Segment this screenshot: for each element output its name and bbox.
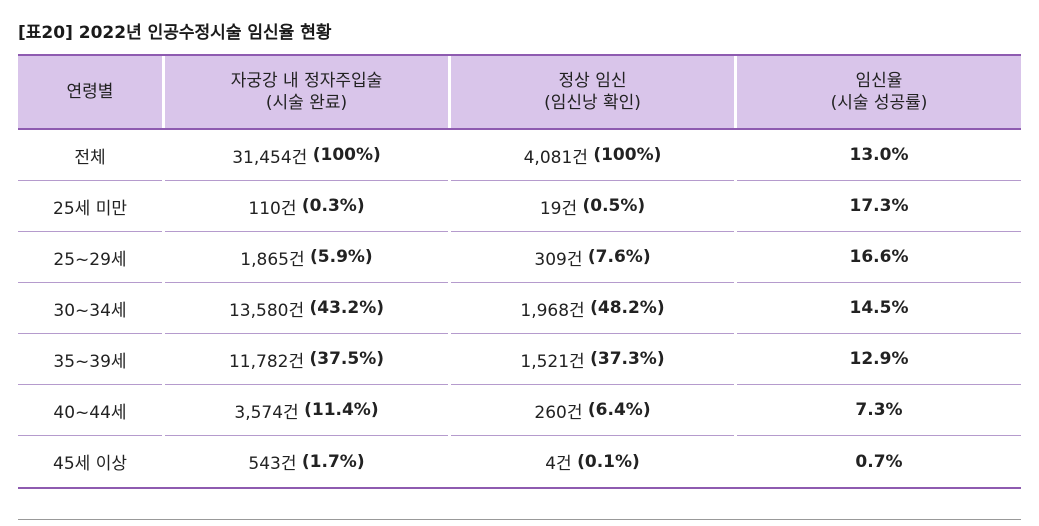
header-procedures: 자궁강 내 정자주입술 (시술 완료) (165, 56, 448, 128)
pregnancies-cell: 260건 (6.4%) (451, 385, 734, 436)
header-rate-sublabel: (시술 성공률) (830, 93, 928, 113)
pregnancies-cell: 1,521건 (37.3%) (451, 334, 734, 385)
procedures-count: 110건 (248, 198, 297, 219)
table-bottom-border (18, 487, 1021, 489)
pregnancies-percent: (0.1%) (577, 451, 640, 472)
header-procedures-sublabel: (시술 완료) (265, 93, 348, 113)
header-age: 연령별 (18, 56, 162, 128)
header-pregnancies-label: 정상 임신 (558, 71, 627, 91)
table-title: [표20] 2022년 인공수정시술 임신율 현황 (18, 23, 332, 43)
header-pregnancies: 정상 임신 (임신낭 확인) (451, 56, 734, 128)
table-row: 전체 31,454건 (100%) 4,081건 (100%) 13.0% (18, 130, 1021, 181)
pregnancies-percent: (6.4%) (587, 400, 651, 420)
header-rate-label: 임신율 (855, 71, 903, 91)
age-cell: 25세 미만 (18, 181, 162, 232)
procedures-count: 11,782건 (228, 351, 305, 372)
procedures-cell: 1,865건 (5.9%) (165, 232, 448, 283)
procedures-percent: (37.5%) (309, 349, 385, 369)
footer-divider (18, 519, 1021, 520)
table-row: 30~34세 13,580건 (43.2%) 1,968건 (48.2%) 14… (18, 283, 1021, 334)
procedures-percent: (5.9%) (310, 247, 373, 267)
table-row: 45세 이상 543건 (1.7%) 4건 (0.1%) 0.7% (18, 436, 1021, 487)
procedures-percent: (100%) (312, 145, 381, 165)
pregnancies-percent: (48.2%) (590, 298, 665, 318)
age-cell: 전체 (18, 130, 162, 181)
procedures-count: 3,574건 (234, 402, 299, 423)
rate-cell: 7.3% (737, 385, 1021, 436)
procedures-cell: 543건 (1.7%) (165, 436, 448, 487)
procedures-percent: (0.3%) (301, 196, 365, 216)
procedures-cell: 13,580건 (43.2%) (165, 283, 448, 334)
pregnancy-rate-table: 연령별 자궁강 내 정자주입술 (시술 완료) 정상 임신 (임신낭 확인) 임… (18, 54, 1021, 489)
procedures-count: 31,454건 (232, 147, 308, 168)
pregnancies-cell: 309건 (7.6%) (451, 232, 734, 283)
pregnancies-percent: (100%) (593, 145, 662, 165)
table-row: 40~44세 3,574건 (11.4%) 260건 (6.4%) 7.3% (18, 385, 1021, 436)
procedures-count: 543건 (248, 454, 297, 474)
age-cell: 40~44세 (18, 385, 162, 436)
header-procedures-label: 자궁강 내 정자주입술 (230, 71, 383, 91)
procedures-count: 13,580건 (228, 300, 305, 321)
pregnancies-count: 260건 (534, 402, 583, 423)
header-age-label: 연령별 (66, 82, 114, 102)
table-header-row: 연령별 자궁강 내 정자주입술 (시술 완료) 정상 임신 (임신낭 확인) 임… (18, 54, 1021, 128)
table-row: 25세 미만 110건 (0.3%) 19건 (0.5%) 17.3% (18, 181, 1021, 232)
procedures-percent: (1.7%) (301, 451, 365, 472)
pregnancies-count: 1,968건 (520, 300, 585, 321)
rate-cell: 14.5% (737, 283, 1021, 334)
procedures-percent: (11.4%) (304, 400, 379, 420)
pregnancies-percent: (37.3%) (590, 349, 665, 369)
pregnancies-count: 1,521건 (520, 351, 585, 372)
procedures-cell: 11,782건 (37.5%) (165, 334, 448, 385)
procedures-percent: (43.2%) (309, 298, 385, 318)
age-cell: 45세 이상 (53, 454, 127, 474)
rate-cell: 17.3% (737, 181, 1021, 232)
age-cell: 35~39세 (18, 334, 162, 385)
rate-cell: 12.9% (737, 334, 1021, 385)
rate-cell: 13.0% (737, 130, 1021, 181)
header-pregnancies-sublabel: (임신낭 확인) (544, 93, 641, 113)
pregnancies-cell: 4건 (0.1%) (451, 436, 734, 487)
table-row: 35~39세 11,782건 (37.5%) 1,521건 (37.3%) 12… (18, 334, 1021, 385)
procedures-cell: 3,574건 (11.4%) (165, 385, 448, 436)
pregnancies-count: 19건 (539, 198, 578, 219)
procedures-cell: 110건 (0.3%) (165, 181, 448, 232)
procedures-cell: 31,454건 (100%) (165, 130, 448, 181)
pregnancies-percent: (7.6%) (587, 247, 651, 267)
pregnancies-cell: 4,081건 (100%) (451, 130, 734, 181)
table-row: 25~29세 1,865건 (5.9%) 309건 (7.6%) 16.6% (18, 232, 1021, 283)
rate-cell: 16.6% (737, 232, 1021, 283)
procedures-count: 1,865건 (240, 249, 305, 270)
pregnancies-cell: 19건 (0.5%) (451, 181, 734, 232)
pregnancies-count: 4건 (545, 454, 572, 474)
age-cell: 30~34세 (18, 283, 162, 334)
pregnancies-percent: (0.5%) (582, 196, 646, 216)
header-divider (18, 128, 1021, 130)
rate-cell: 0.7% (855, 451, 903, 472)
header-rate: 임신율 (시술 성공률) (737, 56, 1021, 128)
pregnancies-cell: 1,968건 (48.2%) (451, 283, 734, 334)
age-cell: 25~29세 (18, 232, 162, 283)
pregnancies-count: 4,081건 (523, 147, 588, 168)
pregnancies-count: 309건 (534, 249, 583, 270)
